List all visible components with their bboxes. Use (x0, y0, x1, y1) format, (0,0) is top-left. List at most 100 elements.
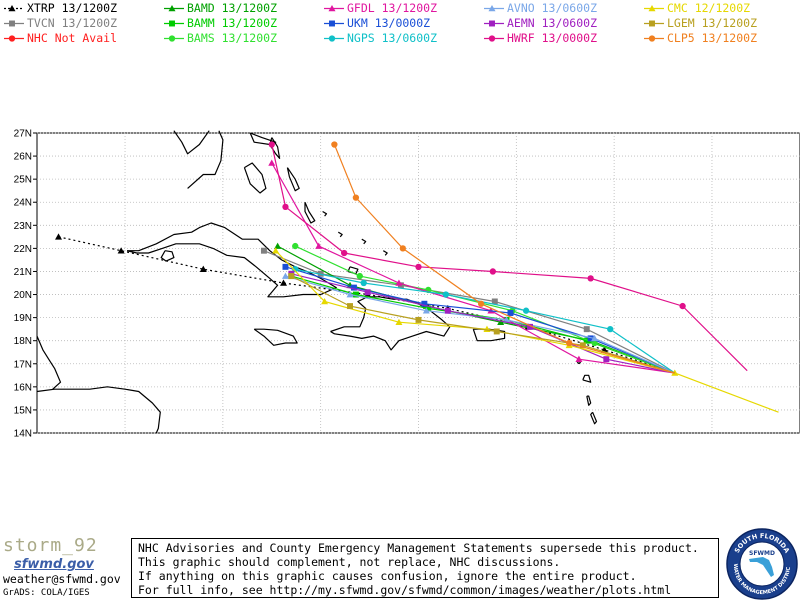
grads-credit: GrADS: COLA/IGES (3, 588, 90, 598)
coastline (322, 210, 328, 217)
lon-label: 65W (506, 439, 527, 440)
coastline (173, 130, 210, 155)
track-point (292, 242, 299, 250)
coastline (286, 167, 300, 192)
track-point (583, 337, 590, 344)
track-point (395, 318, 403, 326)
track-line (333, 144, 675, 374)
legend-label: BAMM 13/1200Z (187, 16, 278, 30)
lat-label: 15N (14, 405, 32, 416)
track-lgem (288, 273, 675, 374)
circle-marker-icon (484, 35, 504, 42)
track-point (442, 291, 450, 298)
legend-label: LGEM 13/1200Z (667, 16, 758, 30)
track-point (282, 203, 289, 210)
legend-label: AEMN 13/0600Z (507, 16, 598, 30)
legend-label: GFDL 13/1200Z (347, 1, 438, 15)
track-point (415, 263, 422, 270)
lat-label: 21N (14, 267, 32, 278)
coastline (382, 250, 388, 256)
track-point (587, 275, 594, 282)
lon-label: 55W (702, 439, 723, 440)
longitude-labels: 85W 80W 75W 70W 65W 60W 55W (115, 439, 723, 440)
lon-label: 85W (115, 439, 136, 440)
track-point (422, 307, 430, 314)
track-point (199, 265, 207, 272)
coastline (160, 250, 175, 262)
square-marker-icon (164, 20, 184, 27)
track-avno (281, 272, 676, 374)
model-legend: XTRP 13/1200Z BAMD 13/1200Z GFDL 13/1200Z A… (0, 0, 800, 48)
track-point (444, 307, 451, 314)
coastline (243, 162, 267, 194)
track-point (341, 249, 348, 257)
coastline (582, 374, 592, 383)
square-marker-icon (644, 20, 664, 27)
lat-label: 26N (14, 152, 32, 163)
contact-email: weather@sfwmd.gov (3, 572, 121, 586)
track-line (271, 144, 748, 372)
disclaimer-box: NHC Advisories and County Emergency Mana… (131, 538, 719, 598)
track-point (280, 279, 288, 286)
legend-label: XTRP 13/1200Z (27, 1, 118, 15)
lat-label: 20N (14, 290, 32, 301)
track-point (268, 159, 276, 166)
legend-label: CLP5 13/1200Z (667, 31, 758, 45)
circle-marker-icon (164, 35, 184, 42)
legend-label: AVNO 13/0600Z (507, 1, 598, 15)
lon-label: 75W (310, 439, 331, 440)
lat-label: 24N (14, 198, 32, 209)
track-point (579, 342, 586, 349)
circle-marker-icon (324, 35, 344, 42)
triangle-marker-icon (4, 5, 24, 12)
lat-label: 25N (14, 175, 32, 186)
track-line (58, 236, 675, 374)
triangle-marker-icon (324, 5, 344, 12)
coastline (36, 386, 161, 434)
lat-label: 19N (14, 313, 32, 324)
track-point (591, 339, 598, 347)
track-line (295, 268, 676, 374)
track-point (679, 302, 686, 310)
track-point (356, 272, 363, 280)
track-point (55, 233, 63, 240)
track-point (489, 268, 496, 275)
track-map: 27N 26N 25N 24N 23N 22N 21N 20N 19N 18N 17N 16N 15N 1… (14, 129, 800, 440)
track-point (491, 298, 498, 305)
track-line (294, 245, 676, 374)
disclaimer-line: This graphic should complement, not repl… (138, 555, 561, 569)
track-ngps (292, 266, 676, 374)
track-point (425, 305, 432, 312)
legend-label: UKM 13/0000Z (347, 16, 431, 30)
lat-label: 27N (14, 129, 32, 140)
coastline (304, 201, 316, 224)
square-marker-icon (484, 20, 504, 27)
sfwmd-logo: sfwmd.gov (14, 557, 94, 572)
track-point (315, 242, 323, 249)
triangle-marker-icon (644, 5, 664, 12)
track-point (272, 247, 280, 254)
legend-label: CMC 12/1200Z (667, 1, 751, 15)
coastline (337, 231, 343, 238)
track-point (415, 316, 422, 323)
track-point (583, 326, 590, 333)
track-point (117, 247, 125, 254)
lat-label: 14N (14, 429, 32, 440)
track-point (321, 297, 329, 305)
model-tracks (55, 141, 779, 413)
track-hwrf (268, 141, 748, 372)
map-grid (37, 132, 800, 434)
lon-label: 60W (604, 439, 625, 440)
branding: storm_92 sfwmd.gov weather@sfwmd.gov GrA… (0, 535, 135, 600)
seal-center-text: SFWMD (749, 550, 775, 557)
latitude-labels: 27N 26N 25N 24N 23N 22N 21N 20N 19N 18N 17N 16N 15N 1… (14, 129, 37, 440)
track-point (260, 247, 267, 254)
disclaimer-line: NHC Advisories and County Emergency Mana… (138, 541, 699, 555)
track-point (268, 141, 275, 148)
square-marker-icon (324, 20, 344, 27)
lat-label: 16N (14, 382, 32, 393)
track-point (497, 318, 505, 326)
track-point (421, 300, 428, 307)
coastline (126, 222, 337, 298)
coastline (36, 335, 62, 390)
